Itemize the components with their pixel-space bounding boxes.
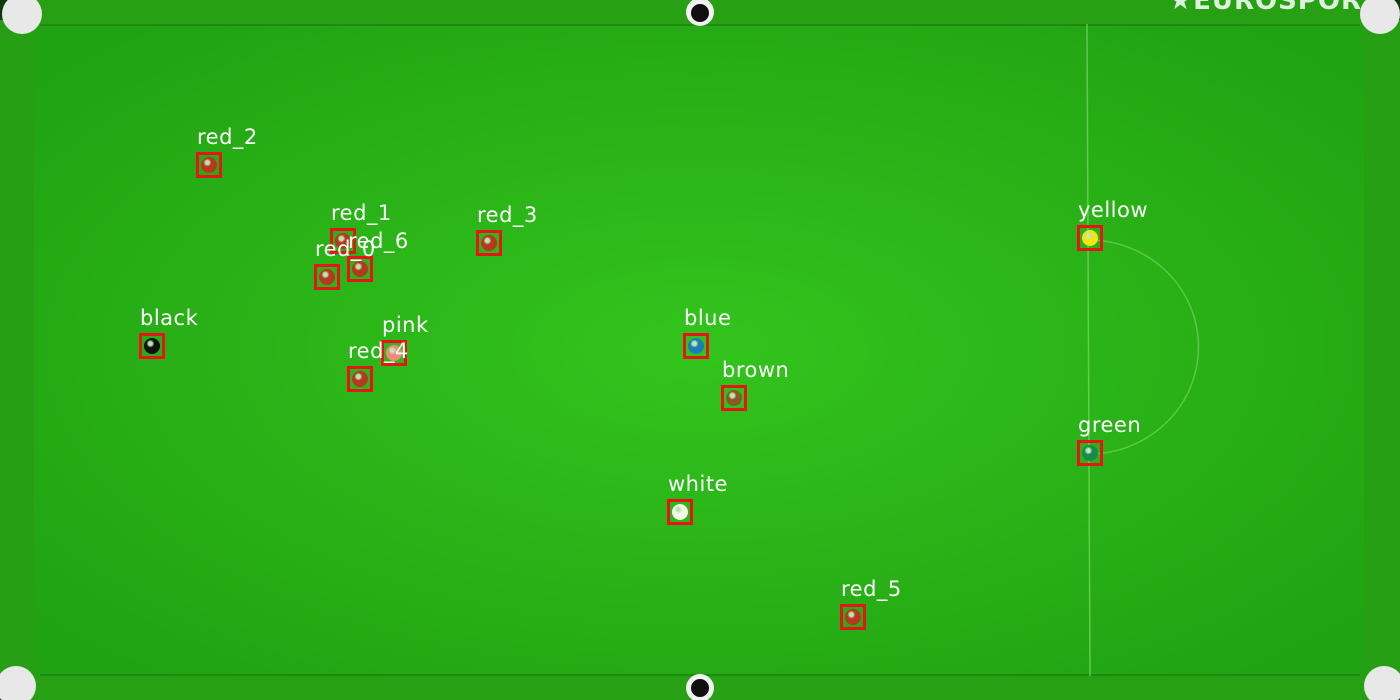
- ball-icon: [352, 371, 368, 387]
- ball-label: pink: [382, 313, 429, 337]
- ball-label: red_6: [348, 229, 409, 253]
- detection-box: [139, 333, 165, 359]
- detection-box: [196, 152, 222, 178]
- ball-pink: pink: [381, 315, 428, 366]
- ball-label: red_3: [477, 203, 538, 227]
- ball-red-1: red_1: [330, 203, 391, 254]
- ball-label: blue: [684, 306, 732, 330]
- detection-box: [721, 385, 747, 411]
- cushion-left: [0, 20, 36, 680]
- ball-red-6: red_6: [347, 231, 408, 282]
- ball-black: black: [139, 308, 198, 359]
- ball-icon: [352, 261, 368, 277]
- ball-red-3: red_3: [476, 205, 537, 256]
- ball-red-5: red_5: [840, 579, 901, 630]
- pocket-bottom-right: [1364, 666, 1400, 700]
- detection-box: [667, 499, 693, 525]
- ball-red-4: red_4: [347, 341, 408, 392]
- detection-box: [1077, 440, 1103, 466]
- ball-icon: [481, 235, 497, 251]
- ball-label: brown: [722, 358, 790, 382]
- detection-box: [683, 333, 709, 359]
- ball-label: black: [140, 306, 199, 330]
- ball-label: red_1: [331, 201, 392, 225]
- ball-icon: [672, 504, 688, 520]
- detection-box: [1077, 225, 1103, 251]
- pocket-bottom-left: [0, 666, 36, 700]
- ball-icon: [845, 609, 861, 625]
- ball-red-0: red_0: [314, 239, 375, 290]
- ball-blue: blue: [683, 308, 731, 359]
- baulk-line: [1086, 23, 1091, 677]
- ball-label: red_0: [315, 237, 376, 261]
- ball-label: red_5: [841, 577, 902, 601]
- ball-icon: [1082, 230, 1098, 246]
- ball-icon: [726, 390, 742, 406]
- ball-icon: [319, 269, 335, 285]
- detection-box: [314, 264, 340, 290]
- pocket-top-right: [1360, 0, 1400, 34]
- ball-icon: [1082, 445, 1098, 461]
- broadcaster-watermark: ★EUROSPOR: [1168, 0, 1362, 16]
- ball-yellow: yellow: [1077, 200, 1148, 251]
- ball-label: yellow: [1078, 198, 1149, 222]
- ball-label: red_4: [348, 339, 409, 363]
- detection-box: [347, 366, 373, 392]
- detection-box: [347, 256, 373, 282]
- detection-box: [476, 230, 502, 256]
- ball-label: red_2: [197, 125, 258, 149]
- ball-icon: [386, 345, 402, 361]
- detection-box: [840, 604, 866, 630]
- ball-icon: [688, 338, 704, 354]
- ball-icon: [201, 157, 217, 173]
- pocket-top-left: [2, 0, 42, 34]
- detection-box: [381, 340, 407, 366]
- ball-label: white: [668, 472, 728, 496]
- ball-green: green: [1077, 415, 1141, 466]
- ball-icon: [144, 338, 160, 354]
- ball-brown: brown: [721, 360, 789, 411]
- ball-red-2: red_2: [196, 127, 257, 178]
- detection-box: [330, 228, 356, 254]
- ball-white: white: [667, 474, 727, 525]
- ball-label: green: [1078, 413, 1142, 437]
- baulk-d: [1087, 239, 1200, 455]
- ball-icon: [335, 233, 351, 249]
- cushion-right: [1362, 20, 1400, 680]
